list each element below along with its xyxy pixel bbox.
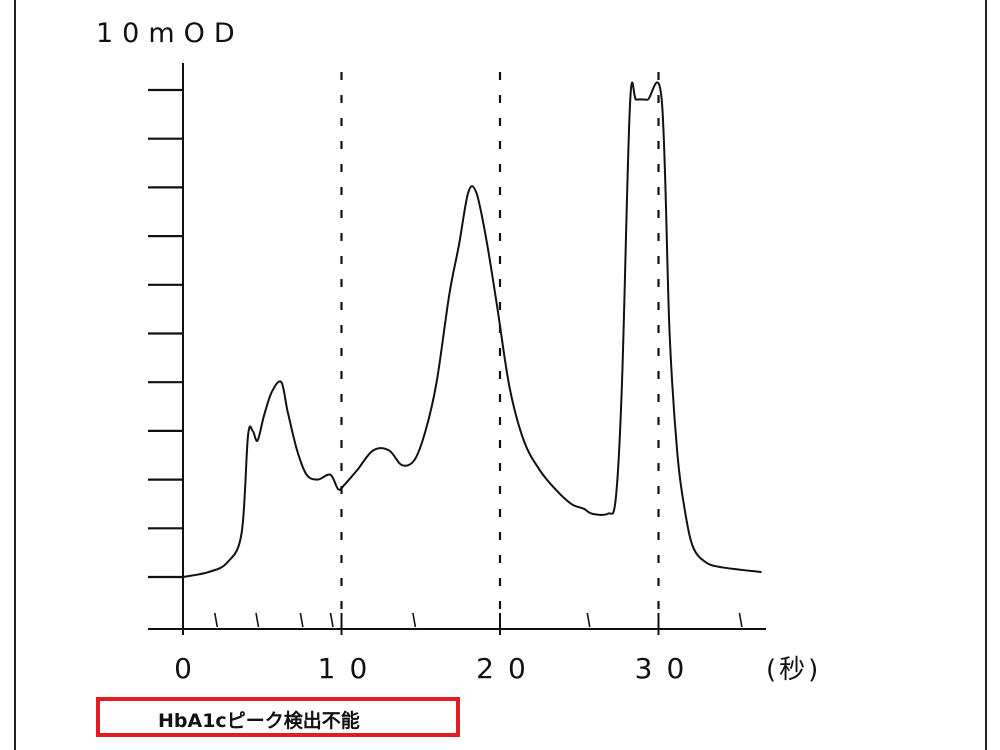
x-tick-label: 0 (174, 652, 192, 685)
peak-mark (329, 612, 334, 628)
peak-mark (299, 612, 304, 628)
grid-lines (340, 72, 660, 622)
x-tick-label: 20 (476, 652, 540, 685)
peak-mark (412, 612, 417, 628)
annotation-box: HbA1cピーク検出不能 (96, 697, 460, 737)
series-layer (182, 81, 762, 578)
x-axis-unit-label: (秒) (766, 655, 821, 685)
peak-mark (255, 612, 260, 628)
y-axis-label: 10mOD (96, 18, 244, 49)
ticks (148, 88, 743, 635)
x-tick-label: 30 (635, 652, 699, 685)
peak-mark (213, 612, 219, 628)
tick-labels: 0 10 20 30 (174, 652, 699, 685)
axes (148, 63, 766, 635)
peak-mark (586, 612, 591, 628)
x-tick-label: 10 (318, 652, 382, 685)
annotation-text: HbA1cピーク検出不能 (158, 710, 360, 732)
series-line-0 (182, 81, 762, 578)
peak-mark (738, 612, 743, 628)
